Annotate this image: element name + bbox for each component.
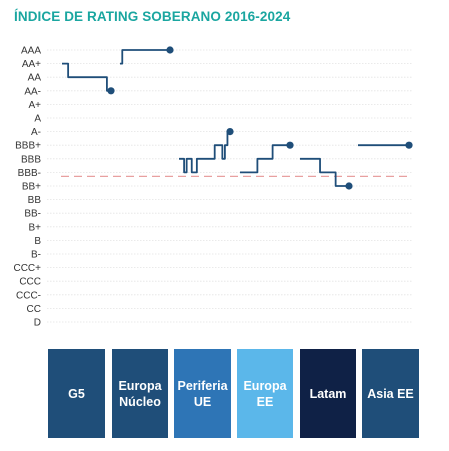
y-tick-label: A+	[28, 100, 41, 111]
chart-title: ÍNDICE DE RATING SOBERANO 2016-2024	[14, 9, 291, 24]
series-line	[179, 130, 230, 174]
series-line	[240, 144, 290, 174]
y-tick-label: BB-	[24, 209, 41, 220]
y-tick-label: B+	[28, 222, 41, 233]
y-tick-label: BBB	[21, 154, 41, 165]
y-tick-label: A-	[31, 127, 41, 138]
y-tick-label: A	[34, 114, 41, 125]
region-label-box: Periferia UE	[174, 349, 231, 438]
region-label-box: Europa EE	[237, 349, 293, 438]
region-label-box: Latam	[300, 349, 356, 438]
grid-layer	[47, 49, 412, 323]
region-label: Europa Núcleo	[118, 378, 162, 409]
series-layer	[62, 46, 413, 190]
series-line	[300, 157, 349, 187]
y-tick-label: BB+	[22, 182, 41, 193]
region-label-box: G5	[48, 349, 105, 438]
region-label: Asia EE	[367, 386, 414, 401]
series-end-marker	[286, 141, 294, 149]
y-tick-label: CCC-	[16, 290, 41, 301]
y-tick-label: B-	[31, 250, 41, 261]
region-label: Periferia UE	[177, 378, 228, 409]
series-end-marker	[166, 46, 174, 54]
y-tick-label: AA	[28, 73, 42, 84]
y-tick-label: BBB-	[18, 168, 41, 179]
y-tick-label: B	[34, 236, 41, 247]
y-tick-label: AA-	[24, 86, 41, 97]
y-tick-label: AA+	[22, 59, 41, 70]
series-end-marker	[226, 128, 234, 136]
region-label-box: Europa Núcleo	[112, 349, 168, 438]
y-tick-label: D	[34, 318, 41, 329]
y-tick-label: CC	[27, 304, 41, 315]
y-axis-ticks: AAAAA+AAAA-A+AA-BBB+BBBBBB-BB+BBBB-B+BB-…	[13, 46, 41, 329]
y-tick-label: BB	[28, 195, 42, 206]
y-tick-label: BBB+	[15, 141, 41, 152]
series-end-marker	[345, 182, 353, 190]
region-label: Europa EE	[243, 378, 287, 409]
region-label: Latam	[309, 386, 347, 401]
y-tick-label: CCC+	[13, 263, 41, 274]
series-end-marker	[405, 141, 413, 149]
series-line	[120, 49, 170, 65]
y-tick-label: CCC	[19, 277, 41, 288]
region-label: G5	[68, 386, 85, 401]
y-tick-label: AAA	[21, 46, 41, 57]
series-line	[62, 62, 111, 92]
region-label-box: Asia EE	[362, 349, 419, 438]
series-end-marker	[107, 87, 115, 95]
